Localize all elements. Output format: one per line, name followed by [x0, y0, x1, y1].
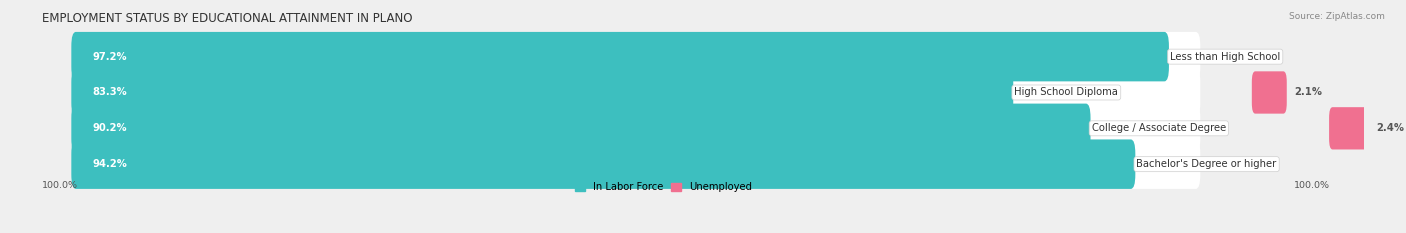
Text: College / Associate Degree: College / Associate Degree [1091, 123, 1226, 133]
FancyBboxPatch shape [72, 68, 1201, 117]
Text: Source: ZipAtlas.com: Source: ZipAtlas.com [1289, 12, 1385, 21]
Legend: In Labor Force, Unemployed: In Labor Force, Unemployed [572, 180, 754, 194]
FancyBboxPatch shape [72, 104, 1091, 153]
FancyBboxPatch shape [1251, 71, 1286, 114]
FancyBboxPatch shape [72, 68, 1014, 117]
Text: 97.2%: 97.2% [93, 52, 127, 62]
FancyBboxPatch shape [72, 32, 1168, 81]
FancyBboxPatch shape [1374, 143, 1406, 185]
Text: 94.2%: 94.2% [93, 159, 128, 169]
Text: Less than High School: Less than High School [1170, 52, 1281, 62]
Text: High School Diploma: High School Diploma [1014, 87, 1118, 97]
Text: Bachelor's Degree or higher: Bachelor's Degree or higher [1136, 159, 1277, 169]
FancyBboxPatch shape [72, 139, 1201, 189]
FancyBboxPatch shape [72, 139, 1135, 189]
FancyBboxPatch shape [72, 104, 1201, 153]
Text: 2.4%: 2.4% [1376, 123, 1405, 133]
Text: 100.0%: 100.0% [42, 181, 79, 190]
Text: EMPLOYMENT STATUS BY EDUCATIONAL ATTAINMENT IN PLANO: EMPLOYMENT STATUS BY EDUCATIONAL ATTAINM… [42, 12, 413, 25]
Text: 2.1%: 2.1% [1295, 87, 1323, 97]
FancyBboxPatch shape [72, 32, 1201, 81]
Text: 90.2%: 90.2% [93, 123, 127, 133]
Text: 83.3%: 83.3% [93, 87, 128, 97]
FancyBboxPatch shape [1329, 107, 1368, 150]
Text: 100.0%: 100.0% [1294, 181, 1330, 190]
